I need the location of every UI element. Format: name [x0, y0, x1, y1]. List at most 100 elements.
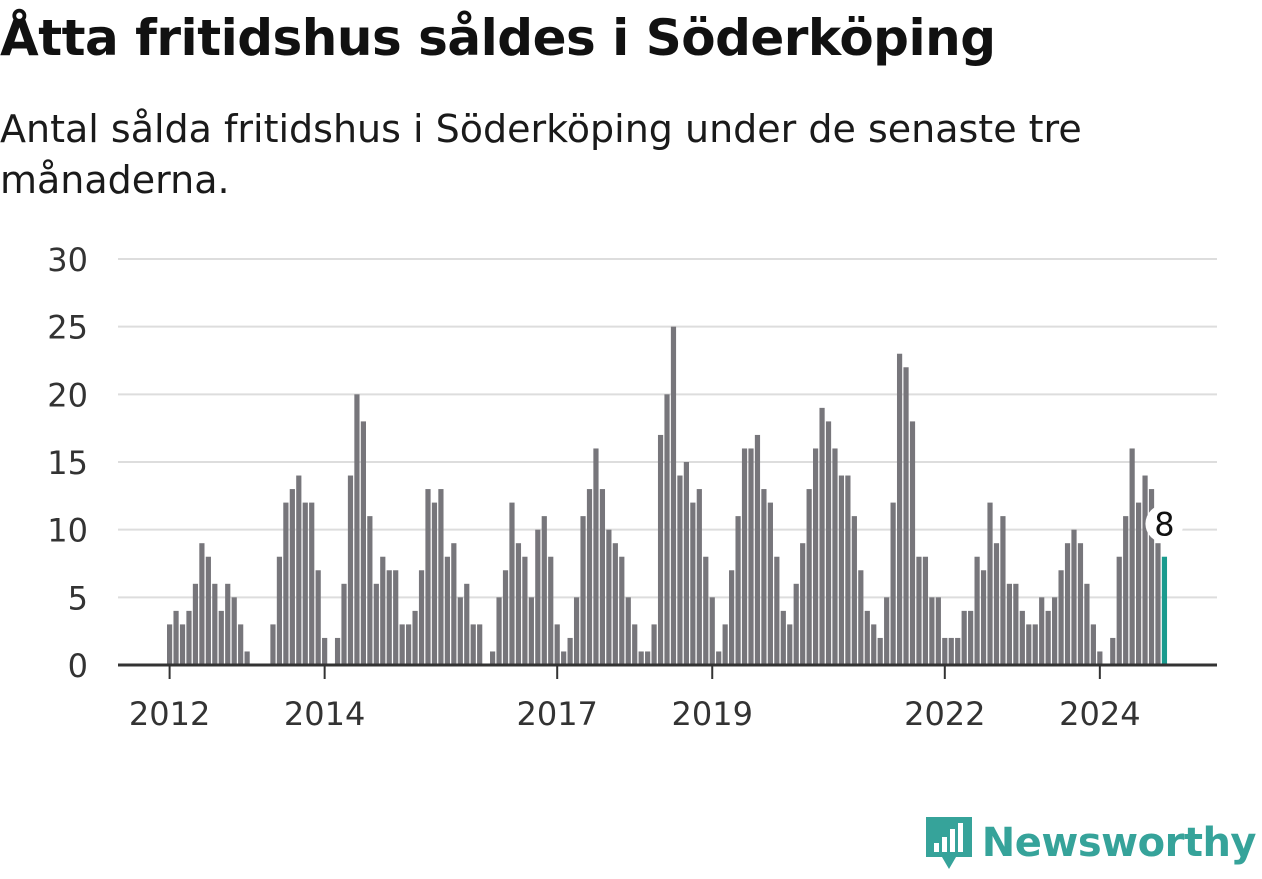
bar — [903, 367, 909, 665]
bar — [696, 489, 702, 665]
bar — [496, 597, 502, 665]
bar — [593, 448, 599, 665]
bar — [528, 597, 534, 665]
bar — [599, 489, 606, 665]
bar — [819, 407, 825, 665]
bar — [334, 637, 341, 665]
bar — [664, 394, 670, 665]
bar — [470, 624, 476, 665]
bar — [1058, 570, 1064, 665]
bar — [974, 556, 980, 665]
y-tick-label: 0 — [68, 647, 88, 685]
bar — [806, 489, 812, 665]
bar — [567, 637, 573, 665]
bar — [561, 651, 567, 665]
bar — [580, 516, 586, 665]
bar — [367, 516, 373, 665]
bar — [522, 556, 528, 665]
bar — [845, 475, 851, 665]
bar — [192, 583, 199, 665]
bar — [380, 556, 386, 665]
bar — [444, 556, 450, 665]
bar — [709, 597, 715, 665]
bar — [922, 556, 929, 665]
bar — [632, 624, 638, 665]
bar — [793, 583, 799, 665]
chart-title: Åtta fritidshus såldes i Söderköping — [0, 9, 996, 67]
bar — [838, 475, 845, 665]
bar — [386, 570, 392, 665]
bar — [1136, 502, 1142, 665]
bar — [322, 637, 328, 665]
bar — [225, 583, 231, 665]
bar — [1123, 516, 1129, 665]
bars — [167, 326, 1168, 665]
bar — [296, 475, 302, 665]
x-tick-label: 2019 — [672, 695, 753, 733]
bar — [412, 610, 418, 665]
y-tick-label: 5 — [68, 579, 88, 617]
bar — [509, 502, 515, 665]
bar — [948, 637, 954, 665]
bar — [341, 583, 347, 665]
y-tick-label: 30 — [47, 241, 88, 279]
highlighted-bar — [1161, 556, 1168, 665]
bar — [612, 543, 618, 665]
bar — [541, 516, 547, 665]
bar — [890, 502, 896, 665]
bar — [968, 610, 974, 665]
bar — [935, 597, 941, 665]
brand-name: Newsworthy — [981, 820, 1257, 866]
data-label-background — [1145, 504, 1184, 543]
y-tick-label: 25 — [47, 309, 88, 347]
bar — [1026, 624, 1032, 665]
bar — [1013, 583, 1019, 665]
x-tick-label: 2014 — [284, 695, 365, 733]
bar — [354, 394, 360, 665]
bar — [993, 543, 1000, 665]
bar — [167, 624, 173, 665]
y-tick-label: 20 — [47, 376, 88, 414]
bar — [302, 502, 308, 665]
bar — [735, 516, 741, 665]
bar — [896, 353, 903, 665]
bar — [980, 570, 987, 665]
bar — [231, 597, 237, 665]
bar — [399, 624, 405, 665]
bar — [761, 489, 767, 665]
bar — [690, 502, 696, 665]
bar — [657, 434, 664, 665]
bar — [864, 610, 870, 665]
bar — [606, 529, 612, 665]
data-label: 8 — [1154, 506, 1174, 544]
bar — [418, 570, 425, 665]
bar — [186, 610, 192, 665]
bar — [1148, 489, 1155, 665]
bar — [716, 651, 722, 665]
bar — [1000, 516, 1006, 665]
bar — [909, 421, 916, 665]
bar — [800, 543, 806, 665]
brand: Newsworthy — [924, 815, 1257, 871]
bar — [477, 624, 483, 665]
bar — [548, 556, 554, 665]
bar — [832, 448, 838, 665]
bar — [942, 637, 948, 665]
bar — [1064, 543, 1071, 665]
bar — [179, 624, 186, 665]
bar — [670, 326, 677, 665]
bar — [309, 502, 315, 665]
bar — [748, 448, 754, 665]
bar — [1032, 624, 1038, 665]
bar — [1129, 448, 1135, 665]
bar — [1052, 597, 1058, 665]
bar — [315, 570, 321, 665]
bar — [858, 570, 864, 665]
bar — [677, 475, 683, 665]
bar — [205, 556, 211, 665]
bar — [515, 543, 522, 665]
bar — [199, 543, 205, 665]
bar — [774, 556, 780, 665]
axes — [118, 663, 1217, 679]
